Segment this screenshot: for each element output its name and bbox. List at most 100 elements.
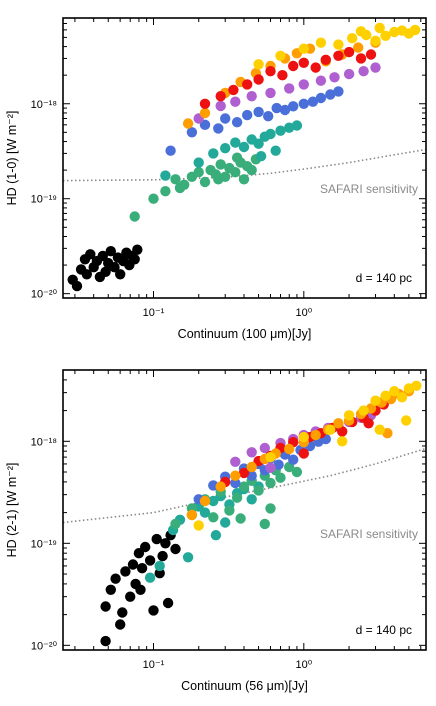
data-point (210, 530, 222, 541)
data-point (253, 74, 264, 85)
data-point (291, 120, 303, 131)
data-point (263, 111, 274, 122)
data-point (170, 174, 181, 185)
y-tick-label: 10⁻¹⁹ (31, 194, 57, 206)
data-point (374, 424, 385, 435)
data-point (358, 405, 369, 416)
scatter-points (100, 380, 422, 647)
data-point (273, 459, 284, 470)
data-point (81, 269, 93, 280)
data-point (246, 91, 257, 102)
data-point (238, 481, 250, 492)
data-point (231, 152, 243, 163)
data-point (170, 518, 181, 530)
safari-sensitivity-curve (63, 148, 426, 182)
data-point (353, 42, 364, 53)
data-point (242, 109, 253, 121)
data-point (275, 50, 286, 61)
y-tick-label: 10⁻²⁰ (31, 640, 58, 652)
y-tick-label: 10⁻¹⁸ (31, 436, 57, 448)
data-point (259, 518, 270, 530)
data-point (284, 83, 295, 94)
data-point (325, 89, 336, 100)
data-point (253, 106, 264, 118)
y-axis-label: HD (1-0) [W m⁻²] (5, 111, 19, 206)
data-point (186, 127, 198, 138)
data-point (182, 552, 194, 563)
data-point (193, 520, 204, 531)
data-point (157, 550, 168, 562)
data-point (380, 390, 391, 401)
data-point (265, 477, 276, 489)
sensitivity-label: SAFARI sensitivity (320, 182, 418, 196)
data-point (298, 43, 309, 54)
data-point (374, 22, 385, 34)
data-point (71, 280, 83, 292)
data-point (213, 174, 224, 185)
data-point (396, 392, 408, 403)
data-point (199, 107, 211, 119)
data-point (213, 123, 224, 134)
data-point (228, 84, 239, 96)
data-point (110, 573, 121, 584)
data-point (170, 543, 181, 555)
data-point (333, 418, 344, 429)
data-point (160, 170, 171, 181)
data-point (275, 125, 286, 136)
data-point (271, 102, 282, 114)
x-tick-label: 10⁻¹ (143, 659, 165, 671)
data-point (298, 431, 309, 443)
data-point (231, 492, 243, 503)
data-point (224, 505, 235, 516)
data-point (199, 495, 211, 507)
data-point (298, 448, 309, 459)
data-point (246, 164, 257, 176)
data-point (275, 472, 286, 483)
y-axis-label: HD (2-1) [W m⁻²] (5, 463, 19, 558)
data-point (220, 113, 231, 124)
x-tick-label: 10⁰ (295, 659, 312, 671)
data-point (325, 424, 336, 435)
data-point (389, 26, 400, 38)
data-point (380, 30, 391, 41)
data-point (288, 101, 299, 112)
data-point (242, 79, 253, 90)
data-point (259, 442, 270, 454)
data-point (215, 100, 226, 112)
data-point (100, 266, 111, 277)
data-point (115, 619, 126, 630)
data-point (315, 92, 327, 104)
data-point (355, 26, 367, 37)
data-point (238, 141, 250, 153)
data-point (162, 597, 174, 609)
y-tick-label: 10⁻²⁰ (31, 289, 58, 301)
data-point (154, 560, 165, 572)
data-point (129, 254, 140, 265)
distance-annotation: d = 140 pc (356, 271, 412, 285)
data-point (333, 50, 344, 61)
data-point (389, 386, 400, 397)
data-point (343, 46, 355, 58)
data-point (310, 429, 321, 441)
data-point (230, 456, 241, 467)
data-point (220, 517, 231, 528)
data-point (193, 167, 204, 178)
data-point (370, 62, 381, 73)
data-point (253, 138, 264, 149)
data-point (215, 481, 226, 492)
data-point (129, 211, 140, 222)
data-point (199, 119, 211, 130)
bottom-panel-hd-2-1: 10⁻¹ 10⁰ 10⁻²⁰ 10⁻¹⁹ 10⁻¹⁸ Continuum (56 μm)[… (5, 369, 427, 693)
data-point (160, 538, 171, 549)
data-point (343, 410, 355, 421)
x-axis-label: Continuum (100 μm)[Jy] (178, 327, 312, 341)
data-point (174, 182, 186, 194)
data-point (246, 447, 257, 458)
data-point (320, 54, 331, 65)
data-point (235, 513, 246, 524)
data-point (246, 461, 257, 473)
data-point (298, 98, 309, 110)
data-point (265, 66, 276, 77)
y-tick-label: 10⁻¹⁸ (31, 99, 57, 111)
